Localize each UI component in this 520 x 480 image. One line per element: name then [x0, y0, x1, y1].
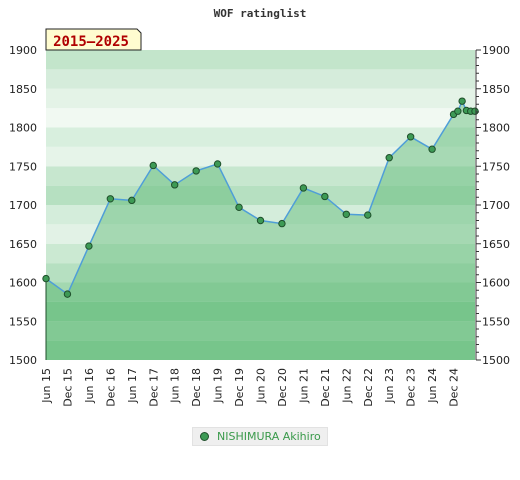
x-tick-label: Jun 24: [426, 368, 439, 404]
data-point: [213, 160, 222, 168]
x-tick-label: Jun 15: [40, 368, 53, 404]
x-tick-label: Jun 16: [83, 368, 96, 404]
x-tick-label: Jun 23: [383, 368, 396, 404]
x-tick-label: Dec 24: [448, 368, 461, 407]
data-point: [171, 181, 179, 189]
period-badge: 2015–2025: [45, 28, 142, 51]
background-band: [46, 185, 475, 205]
background-band: [46, 282, 475, 302]
x-tick-label: Jun 22: [340, 368, 353, 404]
data-point: [256, 216, 265, 225]
y-tick-label-left: 1900: [9, 44, 37, 57]
x-tick-label: Jun 20: [255, 368, 268, 404]
data-point: [85, 242, 93, 250]
y-tick-label-left: 1750: [9, 160, 37, 173]
background-band: [46, 69, 475, 89]
x-tick-label: Dec 20: [276, 368, 289, 407]
background-band: [46, 88, 475, 109]
y-tick-label-left: 1700: [9, 199, 37, 212]
x-tick-label: Jun 18: [169, 368, 182, 404]
background-band: [46, 146, 475, 167]
x-tick-label: Dec 15: [61, 368, 74, 407]
data-point: [42, 274, 50, 283]
y-tick-label-right: 1700: [482, 199, 510, 212]
y-tick-label-left: 1650: [9, 238, 37, 251]
period-badge-box: [45, 28, 142, 51]
y-tick-label-right: 1650: [482, 238, 510, 251]
background-band: [46, 224, 475, 244]
background-band: [46, 340, 475, 360]
data-point: [106, 195, 115, 203]
x-tick-label: Dec 16: [104, 368, 117, 407]
data-point: [428, 145, 436, 153]
background-band: [46, 301, 475, 322]
y-tick-label-right: 1500: [482, 354, 510, 367]
data-point: [235, 203, 243, 212]
data-point: [458, 97, 466, 105]
data-point: [471, 107, 479, 115]
x-tick-label: Jun 19: [212, 368, 225, 404]
background-band: [46, 127, 475, 147]
y-tick-label-right: 1850: [482, 83, 510, 96]
y-axis-left: 1500 1550 1600 1650 1700 1750 1800 1850 1900: [9, 44, 37, 367]
data-point: [63, 290, 72, 298]
legend: NISHIMURA Akihiro: [192, 427, 328, 446]
y-tick-label-left: 1600: [9, 277, 37, 290]
y-tick-label-right: 1900: [482, 44, 510, 57]
data-point: [364, 211, 372, 219]
data-point: [342, 210, 350, 219]
background-band: [46, 50, 475, 70]
y-tick-label-right: 1550: [482, 315, 510, 328]
data-point: [192, 167, 200, 175]
background-band: [46, 321, 475, 341]
legend-label: NISHIMURA Akihiro: [217, 430, 321, 443]
data-point: [299, 184, 308, 192]
y-tick-label-left: 1800: [9, 122, 37, 135]
x-tick-label: Jun 21: [297, 368, 310, 404]
legend-marker-icon: [200, 432, 209, 441]
data-point: [321, 192, 329, 201]
y-tick-label-left: 1550: [9, 315, 37, 328]
y-tick-label-left: 1500: [9, 354, 37, 367]
x-tick-label: Dec 19: [233, 368, 246, 407]
background-band: [46, 166, 475, 186]
y-tick-label-right: 1800: [482, 122, 510, 135]
y-tick-label-left: 1850: [9, 83, 37, 96]
background-band: [46, 108, 475, 128]
data-point: [149, 161, 157, 170]
data-point: [454, 107, 462, 115]
x-tick-label: Dec 18: [190, 368, 203, 407]
y-tick-label-right: 1600: [482, 277, 510, 290]
data-point: [278, 219, 286, 228]
background-band: [46, 205, 475, 225]
y-axis-right: 1500 1550 1600 1650 1700 1750 1800 1850 1900: [475, 44, 510, 367]
background-bands: [46, 50, 475, 360]
chart-title: WOF ratinglist: [214, 7, 307, 20]
x-tick-label: Dec 21: [319, 368, 332, 407]
background-band: [46, 243, 475, 264]
data-point: [128, 196, 136, 205]
x-axis: Jun 15 Dec 15 Jun 16 Dec 16 Jun 17 Dec 17 Jun …: [40, 368, 461, 407]
x-tick-label: Dec 22: [362, 368, 375, 407]
y-tick-label-right: 1750: [482, 160, 510, 173]
x-tick-label: Dec 17: [147, 368, 160, 407]
data-point: [406, 133, 415, 141]
data-points: [42, 97, 479, 360]
background-band: [46, 263, 475, 283]
period-label: 2015–2025: [53, 34, 129, 50]
x-tick-label: Jun 17: [126, 368, 139, 404]
x-tick-label: Dec 23: [405, 368, 418, 407]
data-point: [385, 154, 393, 162]
